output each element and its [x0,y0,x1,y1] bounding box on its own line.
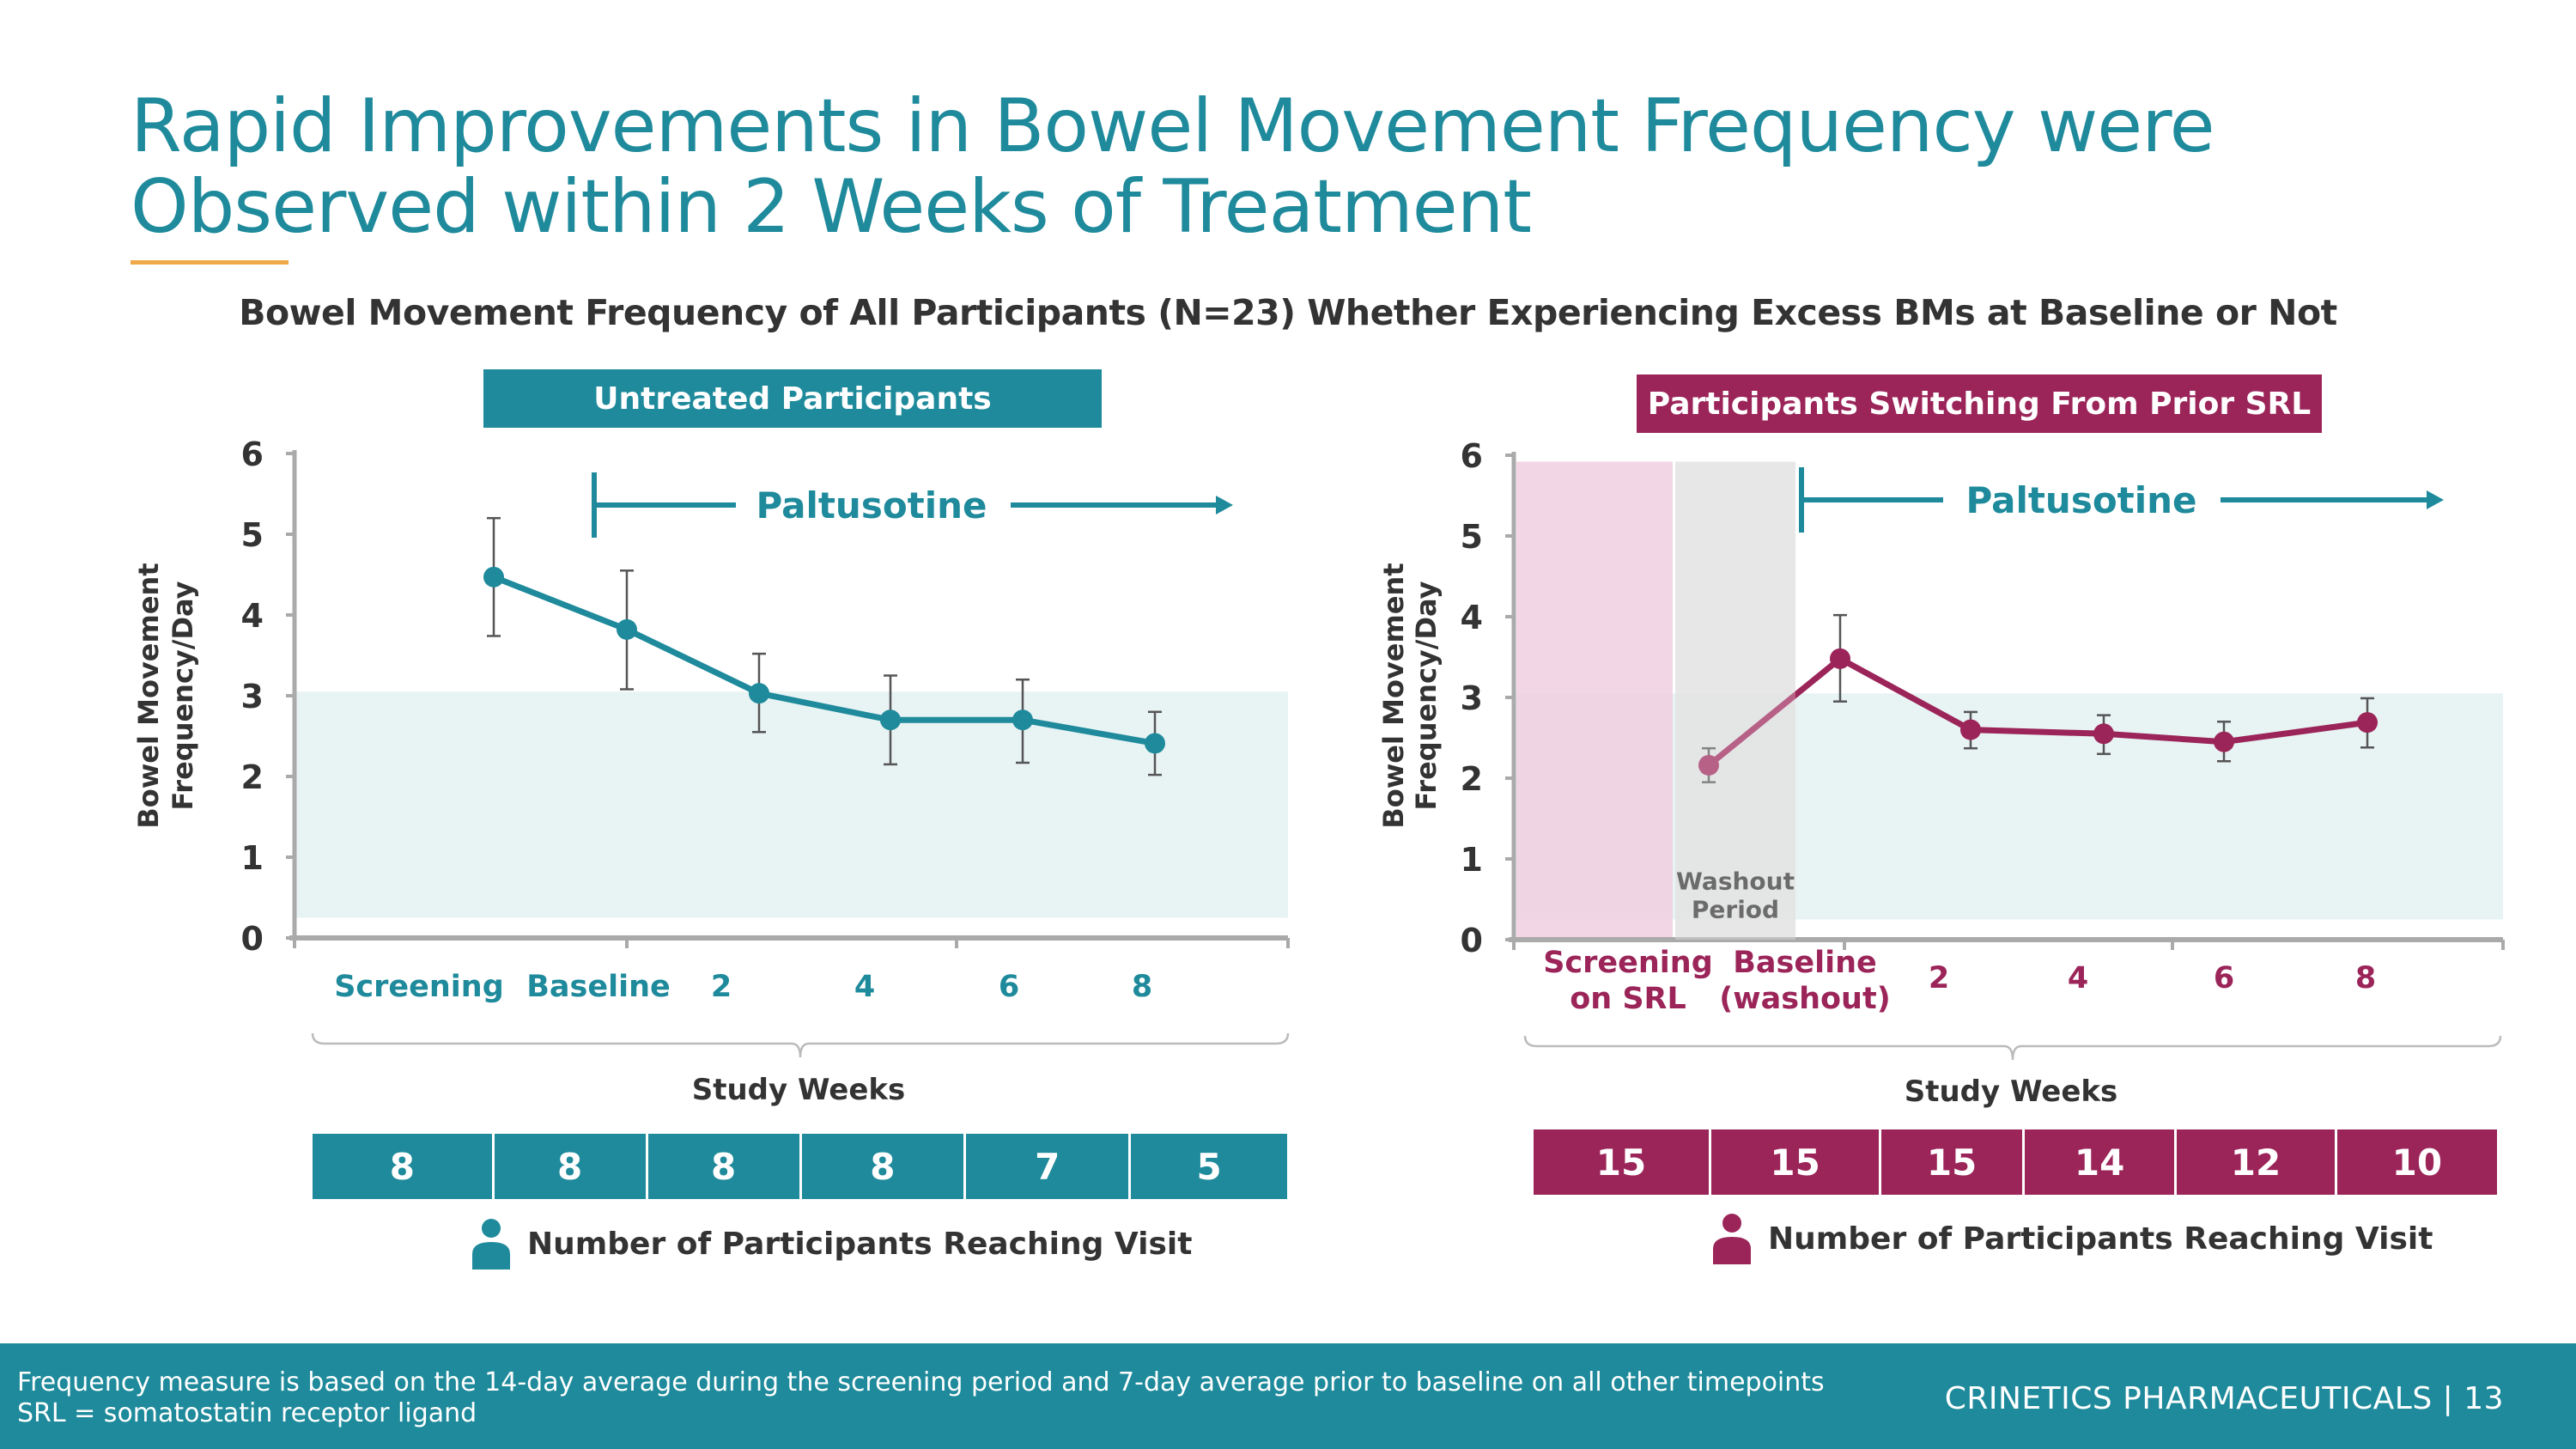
x-tick-label: 2 [1929,961,1949,995]
participant-count-cell: 8 [648,1134,802,1199]
x-tick-label: 6 [2214,961,2234,995]
x-tick-label: 8 [1132,970,1152,1004]
y-tick-label: 6 [1461,437,1483,475]
slide-title: Rapid Improvements in Bowel Movement Fre… [131,86,2535,247]
x-tick-label: 2 [711,970,732,1004]
y-tick-label: 2 [1461,760,1483,798]
right-participant-counts: 15 15 15 14 12 10 [1534,1129,2497,1195]
y-axis-label-line2: Frequency/Day [1410,581,1443,810]
participant-count-cell: 8 [495,1134,648,1199]
data-point [483,566,504,588]
data-point [1960,719,1981,740]
x-tick-label: (washout) [1719,982,1890,1016]
x-tick-label: 6 [999,970,1019,1004]
y-tick-label: 0 [241,920,264,958]
x-tick-label: Screening [1543,946,1713,980]
footnote-line1: Frequency measure is based on the 14-day… [17,1367,1825,1397]
y-tick-label: 5 [1461,518,1483,556]
washout-overlay [1675,461,1795,940]
participant-count-cell: 7 [966,1134,1132,1199]
washout-label-line1: Washout [1676,868,1795,896]
screening-on-srl-band [1516,461,1673,940]
data-point [617,618,637,640]
left-panel-title: Untreated Participants [483,369,1102,428]
right-participants-legend: Number of Participants Reaching Visit [1711,1213,2433,1264]
data-point [2214,731,2234,752]
data-point [749,683,769,704]
left-participants-legend-label: Number of Participants Reaching Visit [527,1226,1193,1262]
washout-label-line2: Period [1692,896,1779,924]
data-point [880,709,901,731]
participant-count-cell: 15 [1534,1129,1712,1195]
y-tick-label: 1 [1461,841,1483,879]
paltusotine-label: Paltusotine [756,484,987,527]
normal-range-band [296,691,1288,918]
slide-title-line2: Observed within 2 Weeks of Treatment [131,164,1532,250]
y-tick-label: 1 [241,839,264,877]
y-axis-label-line2: Frequency/Day [167,581,199,810]
data-point [1145,733,1165,754]
x-axis-label: Study Weeks [692,1073,906,1107]
participant-count-cell: 12 [2177,1129,2337,1195]
right-participants-legend-label: Number of Participants Reaching Visit [1768,1221,2433,1257]
x-tick-label: Baseline [526,970,671,1004]
data-point [1012,709,1033,731]
data-point [1830,648,1850,669]
x-axis-label: Study Weeks [1905,1075,2118,1109]
y-tick-label: 0 [1461,922,1483,959]
y-tick-label: 4 [241,597,264,635]
data-point [1698,754,1719,776]
brand-page-number: CRINETICS PHARMACEUTICALS | 13 [1944,1381,2504,1416]
y-tick-label: 2 [241,758,264,796]
person-icon [472,1219,510,1269]
slide-title-line1: Rapid Improvements in Bowel Movement Fre… [131,83,2215,169]
title-accent-rule [131,260,289,265]
x-tick-label: on SRL [1570,982,1686,1016]
x-tick-label: 4 [854,970,875,1004]
data-point [2093,723,2114,745]
y-tick-label: 4 [1461,599,1483,636]
y-tick-label: 5 [241,516,264,554]
participant-count-cell: 8 [802,1134,967,1199]
arrow-head-icon [2427,490,2444,509]
participant-count-cell: 15 [1711,1129,1882,1195]
arrow-head-icon [1216,496,1233,514]
footnote-line2: SRL = somatostatin receptor ligand [17,1398,477,1428]
y-axis-label-line1: Bowel Movement [132,563,165,828]
y-axis-label-line1: Bowel Movement [1377,563,1410,828]
data-point [2357,712,2378,734]
paltusotine-label: Paltusotine [1965,479,2196,521]
washout-period-band [1675,461,1795,940]
x-tick-label: 4 [2068,961,2088,995]
participant-count-cell: 14 [2025,1129,2178,1195]
y-tick-label: 6 [241,435,264,473]
participant-count-cell: 8 [313,1134,495,1199]
participant-count-cell: 15 [1881,1129,2025,1195]
participant-count-cell: 10 [2391,1141,2443,1184]
footer-bar: Frequency measure is based on the 14-day… [0,1343,2576,1449]
x-tick-label: Screening [334,970,504,1004]
person-icon [1713,1214,1751,1264]
y-tick-label: 3 [241,678,264,715]
series-line [492,574,1156,746]
right-panel-title: Participants Switching From Prior SRL [1637,374,2322,433]
study-weeks-bracket [1523,1035,2502,1061]
study-weeks-bracket [311,1032,1290,1058]
y-tick-label: 3 [1461,679,1483,717]
x-tick-label: Baseline [1733,946,1877,980]
x-tick-label: 8 [2355,961,2376,995]
left-participants-legend: Number of Participants Reaching Visit [471,1218,1192,1269]
participant-count-cell: 5 [1196,1145,1222,1188]
series-line [1706,655,2368,768]
chart-subtitle: Bowel Movement Frequency of All Particip… [239,292,2337,333]
footnote: Frequency measure is based on the 14-day… [17,1367,1825,1429]
